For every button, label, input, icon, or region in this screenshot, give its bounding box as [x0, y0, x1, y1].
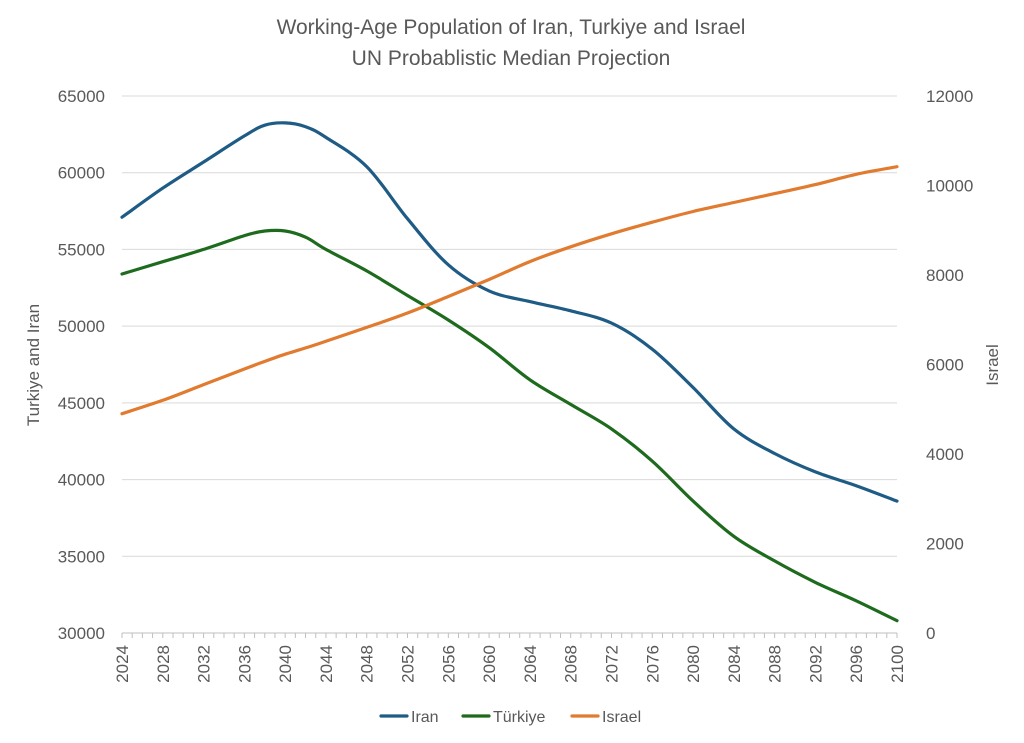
x-tick-label: 2084: [725, 645, 744, 683]
x-tick-label: 2096: [847, 645, 866, 683]
right-tick-label: 8000: [926, 266, 964, 285]
x-tick-label: 2036: [235, 645, 254, 683]
left-tick-label: 30000: [58, 624, 105, 643]
left-tick-label: 60000: [58, 164, 105, 183]
left-tick-label: 50000: [58, 317, 105, 336]
x-tick-label: 2056: [439, 645, 458, 683]
x-tick-label: 2032: [195, 645, 214, 683]
right-tick-label: 0: [926, 624, 935, 643]
chart-title: Working-Age Population of Iran, Turkiye …: [277, 16, 746, 39]
left-axis-title: Turkiye and Iran: [24, 304, 43, 426]
x-tick-label: 2040: [276, 645, 295, 683]
legend-label-israel: Israel: [602, 709, 641, 726]
left-tick-label: 35000: [58, 547, 105, 566]
left-tick-label: 55000: [58, 240, 105, 259]
left-tick-label: 65000: [58, 87, 105, 106]
legend: Iran Türkiye Israel: [379, 709, 641, 726]
series-lines: [120, 121, 899, 623]
right-axis-title: Israel: [983, 344, 1002, 386]
gridlines: [122, 95, 897, 557]
x-tick-label: 2088: [766, 645, 785, 683]
left-tick-label: 45000: [58, 394, 105, 413]
chart-subtitle: UN Probablistic Median Projection: [352, 47, 671, 70]
x-tick-label: 2064: [521, 645, 540, 683]
x-tick-label: 2060: [480, 645, 499, 683]
right-tick-label: 12000: [926, 87, 973, 106]
axes: 3000035000400004500050000550006000065000…: [58, 87, 974, 683]
legend-label-iran: Iran: [411, 709, 439, 726]
series-line-israel: [120, 165, 899, 416]
x-tick-label: 2028: [154, 645, 173, 683]
x-tick-label: 2052: [399, 645, 418, 683]
x-tick-label: 2076: [643, 645, 662, 683]
right-tick-label: 10000: [926, 177, 973, 196]
x-tick-label: 2068: [562, 645, 581, 683]
right-tick-label: 4000: [926, 445, 964, 464]
x-tick-label: 2024: [113, 645, 132, 683]
x-tick-label: 2080: [684, 645, 703, 683]
x-tick-label: 2048: [358, 645, 377, 683]
right-tick-label: 6000: [926, 356, 964, 375]
x-tick-label: 2044: [317, 645, 336, 683]
right-tick-label: 2000: [926, 535, 964, 554]
x-tick-label: 2100: [888, 645, 907, 683]
series-line-iran: [120, 121, 899, 503]
x-tick-label: 2072: [602, 645, 621, 683]
left-tick-label: 40000: [58, 471, 105, 490]
x-tick-label: 2092: [806, 645, 825, 683]
legend-label-trkiye: Türkiye: [493, 709, 546, 726]
series-line-trkiye: [120, 228, 899, 623]
